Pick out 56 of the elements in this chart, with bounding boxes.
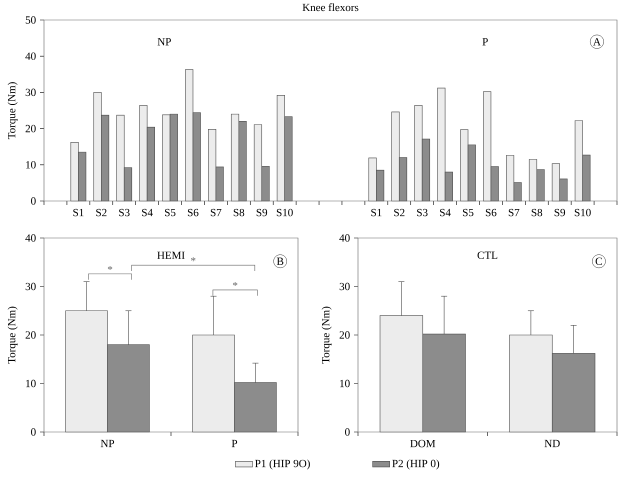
annotation: NP <box>158 38 171 46</box>
text: HEMI <box>157 252 185 259</box>
x-tick-label: S6 <box>188 208 198 216</box>
x-tick-label: S9 <box>256 208 268 216</box>
legend-label: P2 (HIP 0) <box>392 459 440 470</box>
y-tick-label: 20 <box>26 331 36 339</box>
y-axis-title: Torque (Nm) <box>8 306 18 364</box>
x-tick-label: ND <box>544 440 560 448</box>
y-tick-label: 20 <box>340 331 350 339</box>
y-tick-label: 50 <box>26 16 36 24</box>
x-tick-label: S7 <box>210 208 222 216</box>
x-tick-label: S7 <box>508 208 520 216</box>
x-tick-label: S4 <box>142 208 153 216</box>
chart-title: Knee flexors <box>302 3 358 12</box>
y-tick-label: 0 <box>31 428 36 436</box>
y-tick-label: 40 <box>25 234 36 242</box>
annotation: * <box>191 257 196 262</box>
y-axis-title: Torque (Nm) <box>322 306 332 364</box>
x-tick-label: S10 <box>574 208 591 216</box>
x-tick-label: S10 <box>276 208 293 216</box>
text: CTL <box>478 252 498 259</box>
x-tick-label: S5 <box>164 208 176 216</box>
y-tick-label: 20 <box>26 124 36 132</box>
x-tick-label: S8 <box>234 208 244 216</box>
y-tick-label: 10 <box>340 380 350 388</box>
annotation: A <box>593 38 601 46</box>
annotation: * <box>232 282 238 286</box>
annotation: C <box>596 258 602 265</box>
y-tick-label: 30 <box>26 88 36 96</box>
y-tick-label: 0 <box>31 197 36 205</box>
x-tick-label: S6 <box>486 208 496 216</box>
x-tick-label: S5 <box>462 208 474 216</box>
x-tick-label: S8 <box>532 208 542 216</box>
x-tick-label: S2 <box>394 208 404 216</box>
x-tick-label: S3 <box>119 208 130 216</box>
y-axis-title: Torque (Nm) <box>8 82 18 140</box>
y-tick-label: 0 <box>345 428 350 436</box>
x-tick-label: S4 <box>440 208 451 216</box>
x-tick-label: S2 <box>96 208 106 216</box>
y-tick-label: 10 <box>26 161 36 169</box>
legend-label: P1 (HIP 9O) <box>255 459 310 470</box>
annotation: B <box>276 258 284 265</box>
y-tick-label: 30 <box>26 282 36 290</box>
y-tick-label: 10 <box>26 380 36 388</box>
x-tick-label: DOM <box>410 440 436 448</box>
y-tick-label: 30 <box>340 282 350 290</box>
annotation: P <box>482 38 488 46</box>
x-tick-label: S1 <box>371 208 382 216</box>
x-tick-label: P <box>232 440 238 448</box>
annotation: * <box>108 266 112 270</box>
x-tick-label: S9 <box>554 208 566 216</box>
x-tick-label: S1 <box>73 208 84 216</box>
y-tick-label: 40 <box>339 234 350 242</box>
x-tick-label: S3 <box>417 208 428 216</box>
y-tick-label: 40 <box>25 52 36 60</box>
x-tick-label: NP <box>100 440 114 448</box>
